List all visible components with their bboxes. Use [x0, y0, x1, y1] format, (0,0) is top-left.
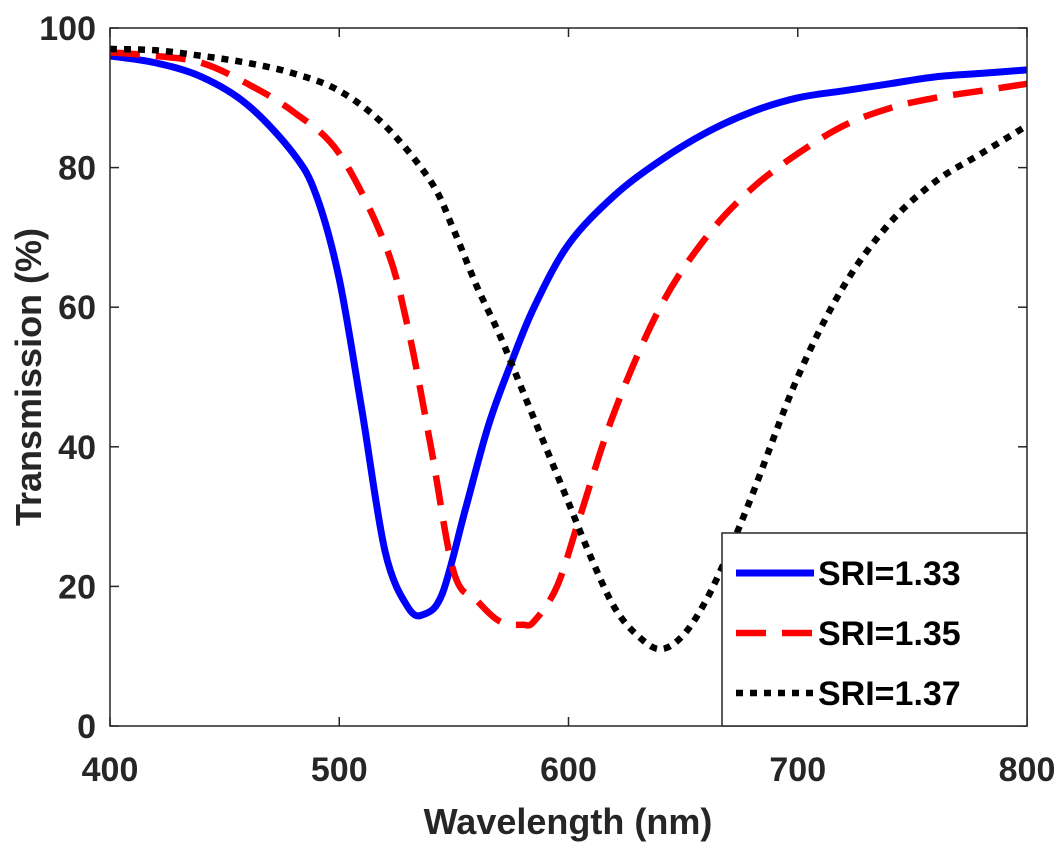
x-tick-label: 700 — [769, 751, 826, 789]
x-axis-ticks: 400 500 600 700 800 — [82, 28, 1056, 789]
legend-label-3: SRI=1.37 — [818, 675, 961, 713]
y-axis-label: Transmission (%) — [8, 228, 49, 526]
legend-label-1: SRI=1.33 — [818, 555, 961, 593]
y-tick-label: 40 — [58, 429, 96, 467]
series-line-1 — [109, 52, 1028, 620]
x-tick-label: 600 — [540, 751, 597, 789]
series-line-3 — [109, 45, 1029, 653]
y-axis-ticks: 0 20 40 60 80 100 — [39, 10, 1027, 746]
legend-label-2: SRI=1.35 — [818, 615, 961, 653]
y-tick-label: 60 — [58, 289, 96, 327]
series-line-2 — [109, 49, 1028, 629]
legend: SRI=1.33 SRI=1.35 SRI=1.37 — [721, 532, 1028, 727]
y-tick-label: 80 — [58, 150, 96, 188]
x-axis-label: Wavelength (nm) — [424, 801, 713, 842]
x-tick-label: 400 — [82, 751, 139, 789]
x-tick-label: 800 — [999, 751, 1056, 789]
series-layer — [109, 45, 1029, 653]
plot-frame — [109, 27, 1028, 727]
legend-box — [721, 532, 1028, 727]
y-tick-label: 20 — [58, 568, 96, 606]
y-tick-label: 0 — [77, 708, 96, 746]
x-tick-label: 500 — [311, 751, 368, 789]
y-tick-label: 100 — [39, 10, 96, 48]
